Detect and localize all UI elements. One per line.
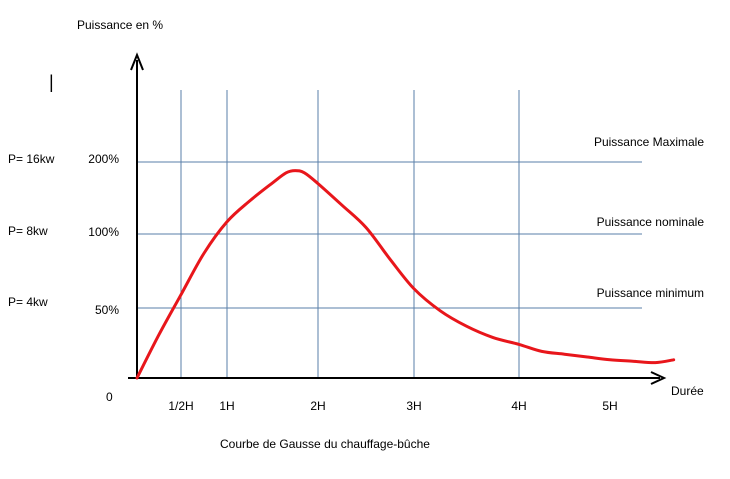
- x-tick-labels: 1/2H 1H 2H 3H 4H 5H: [168, 399, 617, 413]
- x-axis-label: Durée: [671, 384, 704, 398]
- horizontal-gridlines: [137, 161, 642, 309]
- x-tick-label: 5H: [602, 399, 617, 413]
- y-tick-label: 200%: [88, 152, 119, 166]
- x-tick-label: 2H: [310, 399, 325, 413]
- level-label: Puissance Maximale: [594, 135, 704, 149]
- y-tick-label: 100%: [88, 225, 119, 239]
- x-tick-label: 1H: [219, 399, 234, 413]
- chart-caption: Courbe de Gausse du chauffage-bûche: [220, 437, 430, 451]
- x-axis-arrow-icon: [650, 371, 667, 385]
- level-label: Puissance nominale: [597, 215, 705, 229]
- series-line: [135, 169, 676, 380]
- y-axis-label: Puissance en %: [77, 18, 163, 32]
- y-tick-labels: 50% P= 4kw Puissance minimum 100% P= 8kw Puis…: [8, 135, 704, 317]
- y-tick-label: 50%: [95, 303, 119, 317]
- stray-mark: |: [49, 72, 54, 92]
- power-label: P= 4kw: [8, 295, 48, 309]
- level-label: Puissance minimum: [597, 286, 704, 300]
- x-tick-label: 3H: [406, 399, 421, 413]
- power-label: P= 16kw: [8, 152, 55, 166]
- y-axis-arrow-icon: [130, 52, 144, 71]
- power-label: P= 8kw: [8, 224, 48, 238]
- x-tick-label: 4H: [511, 399, 526, 413]
- origin-label: 0: [106, 390, 113, 404]
- axes: [128, 52, 667, 385]
- x-tick-label: 1/2H: [168, 399, 193, 413]
